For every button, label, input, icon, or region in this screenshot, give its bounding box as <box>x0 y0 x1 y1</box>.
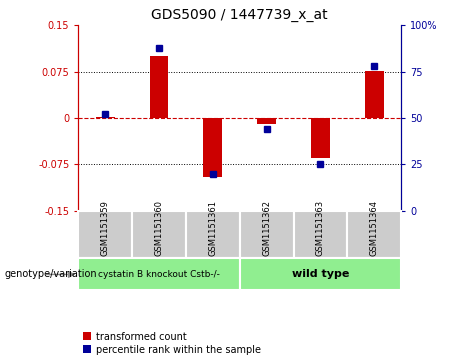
Bar <box>311 118 330 158</box>
Text: GSM1151359: GSM1151359 <box>101 200 110 256</box>
Bar <box>78 258 240 290</box>
Bar <box>294 211 347 258</box>
Bar <box>96 117 115 118</box>
Text: genotype/variation: genotype/variation <box>5 269 97 280</box>
Title: GDS5090 / 1447739_x_at: GDS5090 / 1447739_x_at <box>151 8 328 22</box>
Bar <box>365 71 384 118</box>
Bar <box>186 211 240 258</box>
Bar <box>132 211 186 258</box>
Bar <box>347 211 401 258</box>
Text: GSM1151361: GSM1151361 <box>208 200 217 256</box>
Bar <box>203 118 222 177</box>
Text: cystatin B knockout Cstb-/-: cystatin B knockout Cstb-/- <box>98 270 220 279</box>
Text: GSM1151360: GSM1151360 <box>154 200 164 256</box>
Bar <box>78 211 132 258</box>
Text: GSM1151363: GSM1151363 <box>316 200 325 256</box>
Legend: transformed count, percentile rank within the sample: transformed count, percentile rank withi… <box>83 331 261 355</box>
Bar <box>150 56 168 118</box>
Text: wild type: wild type <box>292 269 349 280</box>
Bar <box>240 258 401 290</box>
Bar <box>240 211 294 258</box>
Text: GSM1151364: GSM1151364 <box>370 200 378 256</box>
Text: GSM1151362: GSM1151362 <box>262 200 271 256</box>
Bar <box>257 118 276 124</box>
